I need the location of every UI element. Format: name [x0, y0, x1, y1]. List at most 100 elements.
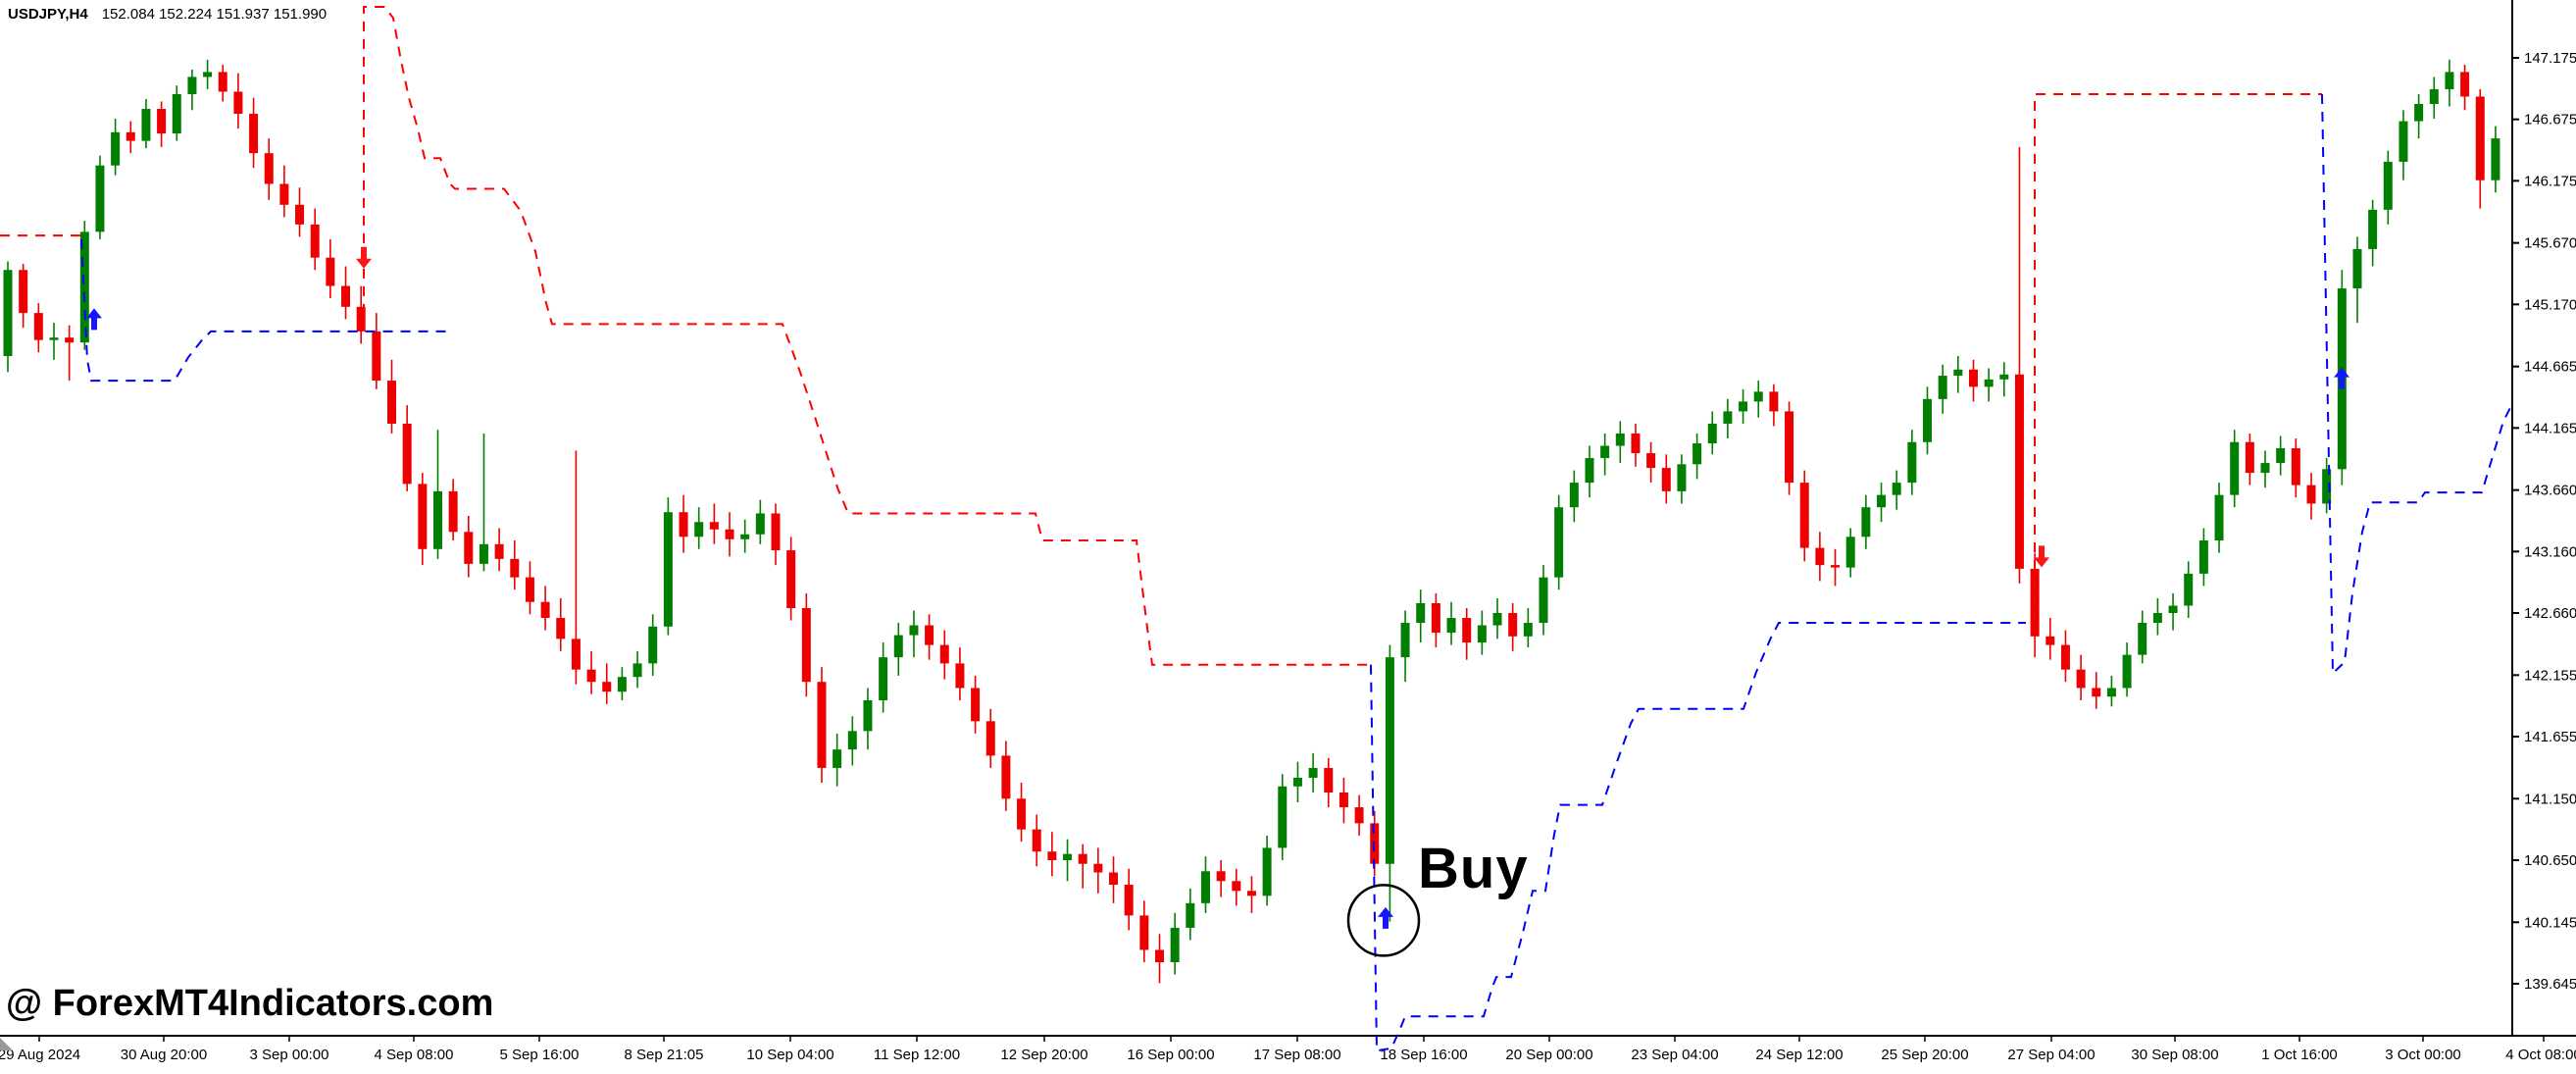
candle-body-bull	[2429, 88, 2439, 105]
candle-body-bear	[786, 550, 796, 608]
candle-body-bull	[1861, 507, 1871, 537]
candle-body-bull	[2198, 540, 2208, 574]
candle-body-bear	[1216, 871, 1226, 882]
candle-body-bull	[1569, 483, 1579, 508]
candle-body-bull	[2352, 248, 2362, 289]
price-tick-label: 147.175	[2524, 50, 2576, 67]
candle-body-bull	[2138, 623, 2147, 655]
candle-body-bear	[33, 313, 43, 340]
candle-body-bull	[141, 109, 151, 141]
candle-body-bear	[586, 669, 596, 683]
candle-body-bull	[1523, 623, 1533, 637]
candle-body-bear	[801, 607, 811, 683]
time-tick-label: 12 Sep 20:00	[1000, 1047, 1087, 1063]
candle-body-bull	[111, 131, 121, 166]
candle-body-bear	[2060, 644, 2070, 670]
ohlc-values: 152.084 152.224 151.937 151.990	[101, 6, 328, 23]
candle-body-bear	[2306, 485, 2316, 504]
candle-body-bear	[326, 257, 335, 286]
candle-body-bull	[833, 749, 842, 768]
candle-body-bull	[863, 700, 873, 732]
time-tick-label: 18 Sep 16:00	[1380, 1047, 1467, 1063]
candle-body-bull	[1385, 657, 1394, 864]
scroll-corner-marker-icon	[0, 1038, 13, 1050]
candle-body-bear	[1646, 453, 1656, 469]
candle-body-bull	[2168, 605, 2178, 614]
candle-body-bull	[1308, 767, 1318, 778]
price-tick-label: 146.175	[2524, 173, 2576, 189]
candle-body-bull	[2184, 573, 2194, 606]
candle-body-bear	[1339, 793, 1348, 808]
candle-body-bear	[464, 532, 474, 564]
candle-body-bear	[448, 490, 458, 533]
candle-body-bear	[817, 682, 827, 768]
candle-body-bull	[1692, 443, 1702, 465]
candle-body-bear	[955, 663, 965, 689]
candle-body-bull	[1477, 625, 1487, 643]
candle-body-bear	[2460, 72, 2470, 97]
time-tick-label: 3 Sep 00:00	[250, 1047, 329, 1063]
price-tick-label: 139.645	[2524, 976, 2576, 993]
price-tick-label: 145.670	[2524, 235, 2576, 252]
candle-body-bull	[1845, 537, 1855, 568]
buy-arrow-icon	[1378, 906, 1393, 929]
price-tick-label: 143.660	[2524, 483, 2576, 499]
candle-body-bear	[556, 618, 566, 639]
candle-body-bull	[632, 663, 642, 678]
buy-signal-circle	[1346, 884, 1421, 957]
candle-body-bear	[985, 721, 995, 756]
candle-body-bear	[218, 72, 227, 92]
candle-body-bear	[126, 131, 135, 141]
candle-body-bear	[310, 224, 320, 258]
price-tick-label: 145.170	[2524, 296, 2576, 313]
candle-body-bull	[1170, 927, 1180, 963]
time-tick-label: 3 Oct 00:00	[2385, 1047, 2461, 1063]
candle-body-bear	[1078, 853, 1087, 864]
candle-body-bull	[2152, 613, 2162, 624]
candle-body-bear	[19, 270, 28, 314]
time-tick-label: 20 Sep 00:00	[1505, 1047, 1592, 1063]
candle-body-bear	[2046, 636, 2055, 645]
candle-body-bear	[233, 91, 243, 115]
candle-body-bull	[1938, 376, 1947, 399]
candle-body-bull	[2122, 654, 2132, 689]
candle-body-bull	[1600, 445, 1610, 459]
candle-body-bear	[1232, 881, 1241, 892]
candle-body-bear	[1431, 602, 1440, 634]
candle-body-bear	[1139, 915, 1149, 950]
candle-body-bull	[1200, 871, 1210, 903]
time-tick-label: 4 Sep 08:00	[375, 1047, 454, 1063]
time-tick-label: 10 Sep 04:00	[746, 1047, 833, 1063]
time-tick-label: 30 Aug 20:00	[121, 1047, 207, 1063]
price-tick-label: 144.665	[2524, 359, 2576, 376]
candle-body-bull	[1923, 398, 1932, 442]
candle-body-bear	[510, 558, 520, 578]
price-tick-label: 142.660	[2524, 605, 2576, 622]
candle-body-bull	[879, 657, 888, 701]
candle-body-bear	[279, 183, 289, 205]
candle-body-bull	[1292, 777, 1302, 787]
price-tick-label: 143.160	[2524, 543, 2576, 560]
candle-body-bull	[1446, 618, 1456, 634]
candle-body-bull	[663, 512, 673, 627]
candle-body-bull	[79, 231, 89, 343]
candle-body-bear	[925, 625, 934, 645]
candle-body-bear	[356, 306, 366, 332]
time-tick-label: 4 Oct 08:00	[2505, 1047, 2576, 1063]
buy-arrow-icon	[2334, 367, 2349, 389]
candle-body-bear	[1155, 949, 1164, 963]
candle-body-bear	[418, 484, 428, 549]
candle-body-bull	[3, 270, 13, 356]
candle-body-bear	[372, 331, 381, 382]
candle-body-bull	[1400, 623, 1410, 658]
candle-body-bull	[1262, 847, 1272, 896]
time-tick-label: 8 Sep 21:05	[625, 1047, 704, 1063]
candle-body-bear	[2092, 688, 2101, 697]
candle-body-bear	[341, 285, 351, 307]
candle-body-bear	[249, 114, 259, 154]
candle-body-bear	[1093, 863, 1103, 873]
candle-body-bear	[1124, 885, 1134, 916]
candle-body-bull	[1907, 441, 1917, 484]
candle-body-bear	[1047, 851, 1057, 860]
